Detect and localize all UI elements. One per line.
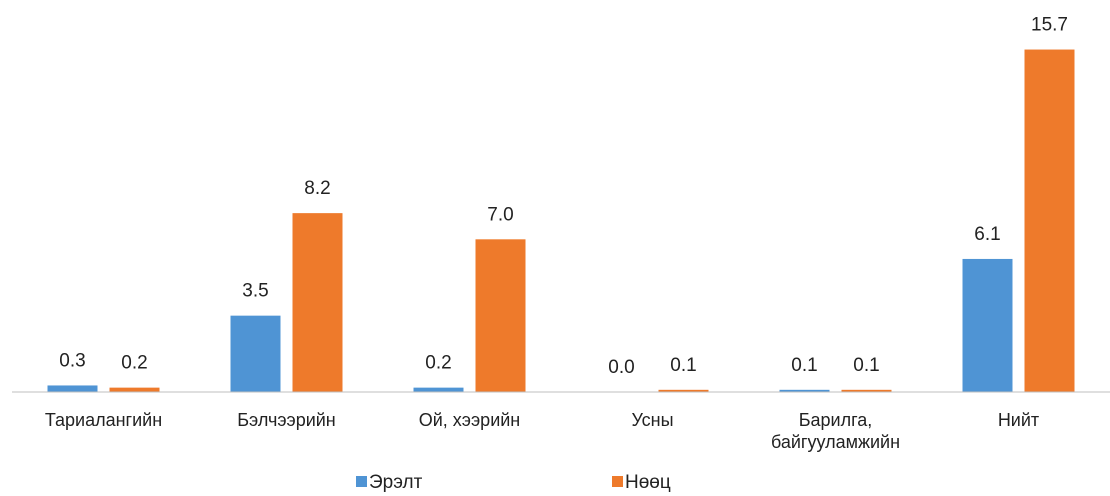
data-label: 7.0 (487, 204, 513, 225)
bar (475, 239, 526, 392)
data-label: 0.0 (608, 357, 634, 378)
bar (292, 213, 343, 392)
bar (962, 258, 1013, 392)
data-label: 8.2 (304, 178, 330, 199)
bar (230, 315, 281, 392)
bar (47, 385, 98, 392)
x-tick-label: Ой, хээрийн (418, 410, 521, 430)
data-label: 0.3 (59, 350, 85, 371)
bar (109, 387, 160, 392)
bar (841, 389, 892, 392)
data-label: 0.1 (853, 355, 879, 376)
data-label: 0.2 (425, 353, 451, 374)
data-label: 15.7 (1031, 15, 1068, 36)
bar (779, 389, 830, 392)
data-label: 0.1 (791, 355, 817, 376)
x-tick-label: Бэлчээрийн (237, 410, 336, 430)
legend-swatch (612, 476, 623, 487)
data-label: 3.5 (242, 281, 268, 302)
data-label: 0.2 (121, 353, 147, 374)
data-label: 0.1 (670, 355, 696, 376)
x-tick-label: Нийт (997, 410, 1040, 430)
x-tick-label: Тариалангийн (44, 410, 163, 430)
x-tick-label: Барилга, байгууламжийн (770, 410, 901, 452)
bar (1024, 49, 1075, 392)
legend-swatch (356, 476, 367, 487)
data-label: 6.1 (974, 224, 1000, 245)
bar (658, 389, 709, 392)
x-tick-label: Усны (631, 410, 674, 430)
legend-label: Эрэлт (369, 472, 423, 493)
legend-label: Нөөц (625, 472, 671, 493)
bar (413, 387, 464, 392)
